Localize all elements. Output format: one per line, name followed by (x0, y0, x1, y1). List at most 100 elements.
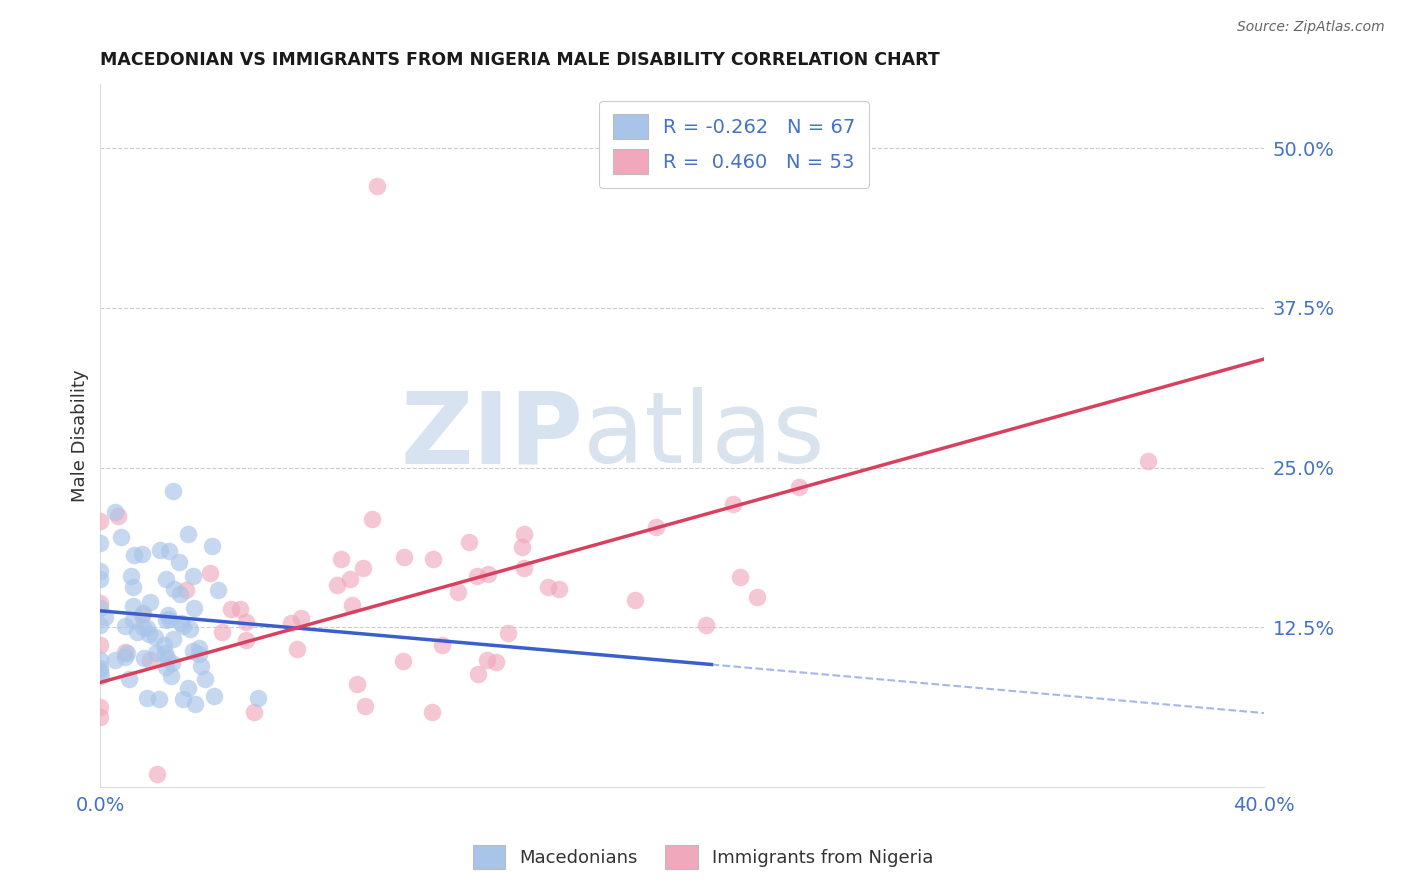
Point (143, 630, 166, 644)
Point (510, 540, 533, 554)
Point (122, 581, 145, 595)
Point (170, 616, 193, 631)
Point (104, 653, 127, 667)
Point (160, 656, 183, 670)
Y-axis label: Male Disability: Male Disability (72, 369, 89, 502)
Point (366, 179, 388, 194)
Point (484, 655, 506, 669)
Point (177, 526, 200, 541)
Point (537, 580, 560, 594)
Point (162, 582, 184, 596)
Point (152, 638, 174, 652)
Point (125, 625, 148, 640)
Point (246, 690, 269, 705)
Text: atlas: atlas (583, 387, 825, 484)
Point (198, 566, 221, 581)
Point (169, 587, 191, 601)
Point (422, 552, 444, 566)
Point (202, 689, 225, 703)
Point (89, 661, 111, 675)
Point (89, 700, 111, 714)
Point (228, 602, 250, 616)
Point (183, 697, 205, 711)
Point (392, 654, 415, 668)
Point (290, 610, 312, 624)
Point (787, 480, 810, 494)
Text: Source: ZipAtlas.com: Source: ZipAtlas.com (1237, 20, 1385, 34)
Point (89, 601, 111, 615)
Point (353, 699, 375, 714)
Text: MACEDONIAN VS IMMIGRANTS FROM NIGERIA MALE DISABILITY CORRELATION CHART: MACEDONIAN VS IMMIGRANTS FROM NIGERIA MA… (100, 51, 941, 69)
Point (131, 619, 153, 633)
Point (89, 536, 111, 550)
Point (114, 644, 136, 658)
Point (172, 619, 194, 633)
Point (159, 669, 181, 683)
Point (167, 555, 190, 569)
Point (114, 649, 136, 664)
Point (135, 621, 157, 635)
Point (131, 607, 153, 621)
Point (107, 509, 129, 524)
Point (120, 569, 142, 583)
Point (235, 615, 257, 629)
Point (201, 539, 224, 553)
Legend: R = -0.262   N = 67, R =  0.460   N = 53: R = -0.262 N = 67, R = 0.460 N = 53 (599, 101, 869, 188)
Point (221, 601, 243, 615)
Point (110, 531, 132, 545)
Point (114, 619, 136, 633)
Point (447, 584, 470, 599)
Point (747, 591, 769, 605)
Point (131, 547, 153, 561)
Point (162, 483, 184, 498)
Point (194, 672, 217, 686)
Point (1136, 454, 1159, 468)
Point (104, 505, 127, 519)
Point (139, 653, 162, 667)
Point (89, 596, 111, 610)
Point (177, 681, 200, 695)
Point (326, 578, 349, 592)
Point (93, 610, 115, 624)
Point (728, 570, 751, 584)
Point (121, 613, 143, 627)
Point (155, 613, 177, 627)
Point (146, 767, 169, 781)
Point (162, 632, 184, 646)
Point (89, 710, 111, 724)
Point (392, 549, 415, 564)
Point (89, 564, 111, 578)
Point (211, 625, 233, 640)
Point (90, 669, 112, 683)
Point (513, 560, 536, 574)
Point (181, 569, 204, 583)
Point (89, 638, 111, 652)
Point (138, 595, 160, 609)
Point (465, 569, 488, 583)
Point (148, 692, 170, 706)
Point (155, 573, 177, 587)
Point (190, 659, 212, 673)
Point (624, 592, 647, 607)
Point (179, 622, 201, 636)
Point (156, 608, 179, 623)
Point (172, 692, 194, 706)
Point (124, 548, 146, 562)
Point (548, 582, 571, 596)
Point (89, 653, 111, 667)
Point (183, 600, 205, 615)
Point (477, 566, 499, 581)
Text: ZIP: ZIP (401, 387, 583, 484)
Point (235, 632, 257, 647)
Point (187, 641, 209, 656)
Point (352, 561, 374, 575)
Point (723, 497, 745, 511)
Point (207, 582, 229, 597)
Point (330, 552, 353, 566)
Point (188, 648, 211, 662)
Point (132, 651, 155, 665)
Point (145, 646, 167, 660)
Point (181, 644, 204, 658)
Legend: Macedonians, Immigrants from Nigeria: Macedonians, Immigrants from Nigeria (465, 838, 941, 876)
Point (149, 542, 172, 557)
